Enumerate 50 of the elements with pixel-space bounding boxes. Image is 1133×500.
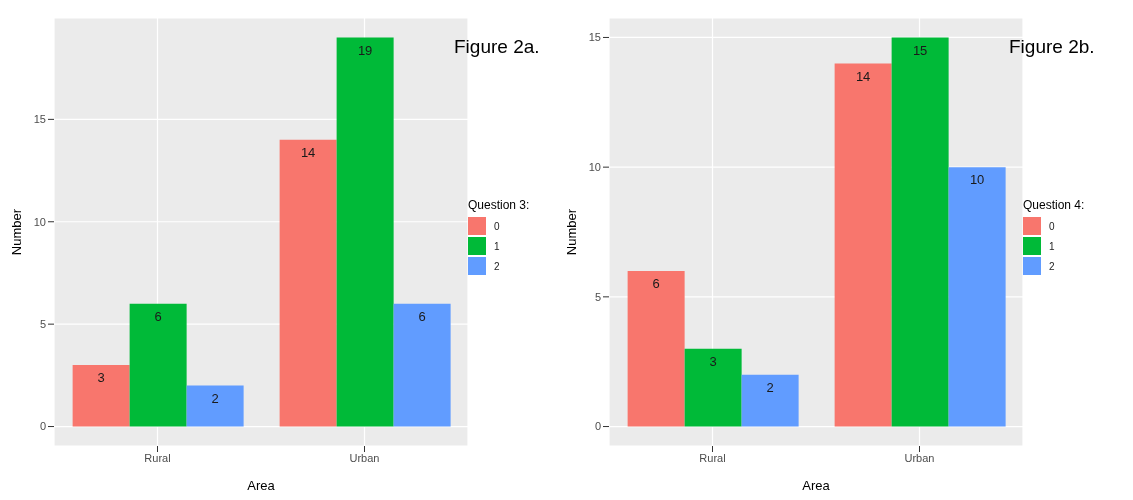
bar <box>834 63 892 427</box>
legend-label: 2 <box>494 260 500 272</box>
bar <box>627 270 685 427</box>
y-axis-title: Number <box>563 208 579 256</box>
y-tick-label: 0 <box>39 420 46 433</box>
y-tick-label: 5 <box>594 290 601 303</box>
y-tick-label: 10 <box>588 161 601 174</box>
y-axis-title: Number <box>8 208 24 256</box>
data-label: 14 <box>855 68 871 84</box>
data-label: 14 <box>300 145 316 161</box>
legend-label: 1 <box>494 240 500 252</box>
legend-label: 1 <box>1049 240 1055 252</box>
data-label: 3 <box>709 353 717 369</box>
x-axis-title: Area <box>247 478 276 493</box>
x-tick-label: Rural <box>144 451 171 464</box>
x-axis-title: Area <box>802 478 831 493</box>
bar <box>393 303 451 427</box>
data-label: 3 <box>97 370 105 386</box>
bar <box>129 303 187 427</box>
legend-title: Question 3: <box>468 198 530 212</box>
bar <box>891 37 949 427</box>
bar <box>186 385 244 427</box>
legend-label: 2 <box>1049 260 1055 272</box>
text: Figure 2b. <box>1009 36 1095 58</box>
y-tick-label: 0 <box>594 420 601 433</box>
legend-label: 0 <box>1049 220 1055 232</box>
x-tick-label: Rural <box>699 451 726 464</box>
y-tick-label: 15 <box>588 31 601 44</box>
bar <box>684 348 742 427</box>
data-label: 2 <box>766 379 774 395</box>
bar <box>948 167 1006 427</box>
bar <box>279 139 337 427</box>
y-tick-label: 15 <box>33 113 46 126</box>
x-tick-label: Urban <box>904 451 935 464</box>
data-label: 6 <box>418 308 426 324</box>
bar <box>72 365 130 427</box>
y-tick-label: 10 <box>33 215 46 228</box>
bar <box>336 37 394 427</box>
text: Figure 2a. <box>454 36 540 58</box>
data-label: 2 <box>211 390 219 406</box>
x-tick-label: Urban <box>349 451 380 464</box>
data-label: 6 <box>652 276 660 292</box>
y-tick-label: 5 <box>39 318 46 331</box>
data-label: 10 <box>969 172 985 188</box>
bar <box>741 374 799 427</box>
legend-label: 0 <box>494 220 500 232</box>
data-label: 19 <box>357 42 373 58</box>
legend-title: Question 4: <box>1023 198 1085 212</box>
data-label: 6 <box>154 308 162 324</box>
data-label: 15 <box>912 42 928 58</box>
